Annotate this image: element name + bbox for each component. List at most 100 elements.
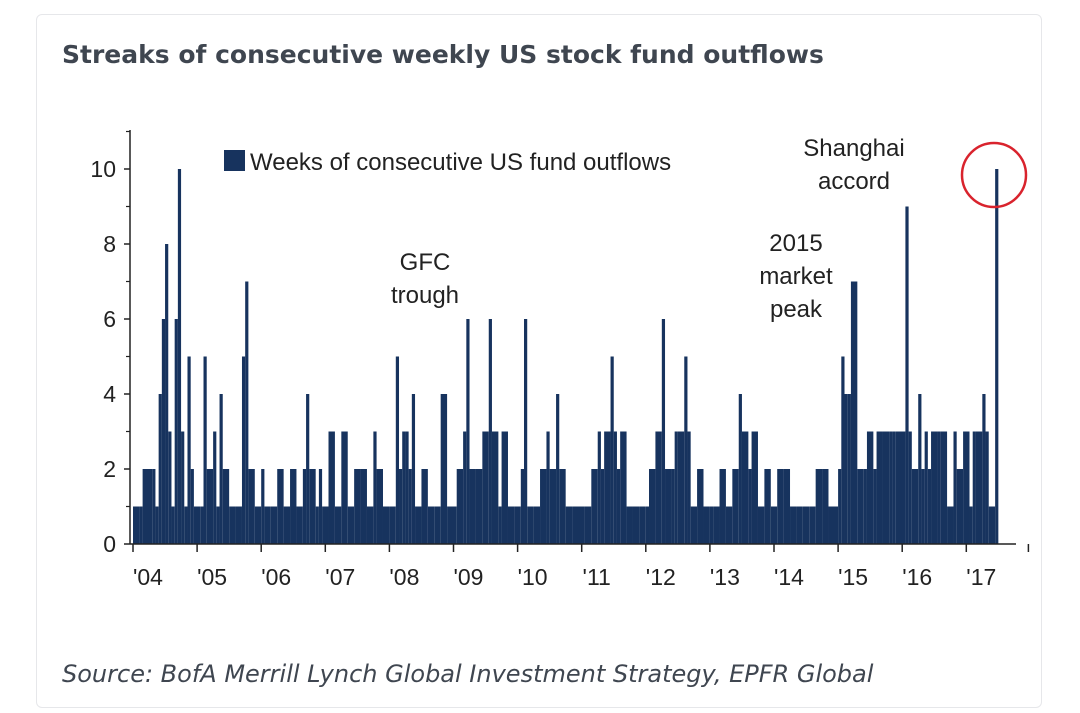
annotation-label: trough [391, 282, 459, 309]
bar [889, 431, 893, 544]
x-tick-label: '08 [389, 564, 419, 590]
bar [498, 506, 502, 544]
bar [177, 169, 182, 544]
bar [565, 506, 573, 544]
annotation-label: GFC [400, 249, 451, 276]
bar [988, 506, 996, 544]
bar [540, 469, 547, 544]
annotation-label: market [759, 263, 833, 290]
source-note: Source: BofA Merrill Lynch Global Invest… [62, 660, 874, 688]
bar [277, 469, 284, 544]
bar [203, 356, 207, 544]
annotation-label: 2015 [769, 230, 822, 257]
bar [597, 431, 601, 544]
bar [969, 506, 973, 544]
bar [655, 431, 662, 544]
bar [193, 506, 201, 544]
x-tick-label: '09 [454, 564, 484, 590]
x-tick-label: '17 [966, 564, 996, 590]
bar [626, 506, 633, 544]
bar [222, 469, 230, 544]
bar [216, 506, 220, 544]
bar [918, 394, 922, 544]
bar [927, 469, 932, 544]
bar [187, 356, 191, 544]
bar [354, 469, 361, 544]
bar [302, 469, 307, 544]
x-tick-label: '13 [710, 564, 740, 590]
bar [931, 431, 938, 544]
bar [440, 394, 448, 544]
bar [556, 394, 560, 544]
bar [645, 506, 650, 544]
bar [850, 281, 858, 544]
bar [895, 431, 899, 544]
bar [466, 319, 470, 544]
bar [604, 431, 611, 544]
bar [501, 431, 508, 544]
bar [822, 469, 829, 544]
bar [738, 394, 742, 544]
bar [802, 506, 810, 544]
bar [482, 431, 489, 544]
bar [309, 469, 316, 544]
bar [709, 506, 714, 544]
bar [171, 506, 175, 544]
bar [290, 469, 297, 544]
bar [360, 469, 367, 544]
bar [241, 356, 246, 544]
bar [347, 506, 355, 544]
bar [296, 506, 303, 544]
bar [488, 319, 492, 544]
bar [190, 469, 194, 544]
bar [341, 431, 348, 544]
x-tick-label: '16 [902, 564, 932, 590]
bar [456, 469, 464, 544]
bar [264, 506, 271, 544]
bar [719, 469, 726, 544]
bar [139, 506, 143, 544]
y-tick-label: 2 [103, 456, 116, 482]
bar [235, 506, 242, 544]
bar [649, 469, 656, 544]
bar [245, 281, 249, 544]
bar [921, 469, 925, 544]
bar [318, 469, 323, 544]
bar [168, 431, 172, 544]
bar [533, 506, 541, 544]
bar [399, 469, 403, 544]
bar [382, 506, 390, 544]
bar [248, 469, 255, 544]
bar [924, 431, 928, 544]
bar [697, 469, 704, 544]
bar [940, 431, 948, 544]
bar [985, 431, 989, 544]
bar [690, 506, 698, 544]
bar [520, 469, 525, 544]
bar [828, 506, 839, 544]
bar [158, 394, 162, 544]
y-tick-label: 6 [103, 306, 116, 332]
bar [155, 506, 159, 544]
bar [434, 506, 441, 544]
x-tick-label: '07 [325, 564, 355, 590]
y-tick-label: 4 [103, 381, 116, 407]
bar [229, 506, 236, 544]
bar [469, 469, 476, 544]
annotation-label: peak [770, 296, 823, 323]
bar [415, 506, 422, 544]
annotation-label: Shanghai [803, 135, 904, 162]
bar [947, 506, 954, 544]
bar [764, 469, 771, 544]
chart-title: Streaks of consecutive weekly US stock f… [62, 40, 824, 69]
bar [514, 506, 521, 544]
axes-group: 0 2 4 6 8 10 '04 '05 '06 '07 '08 '09 '10 '11 '12 '13 '14… [90, 130, 1030, 590]
bar [783, 469, 791, 544]
bar [206, 469, 214, 544]
bar [402, 431, 406, 544]
bar [411, 394, 416, 544]
bar [395, 356, 400, 544]
bar [184, 506, 188, 544]
bar [857, 469, 864, 544]
x-tick-label: '06 [261, 564, 291, 590]
